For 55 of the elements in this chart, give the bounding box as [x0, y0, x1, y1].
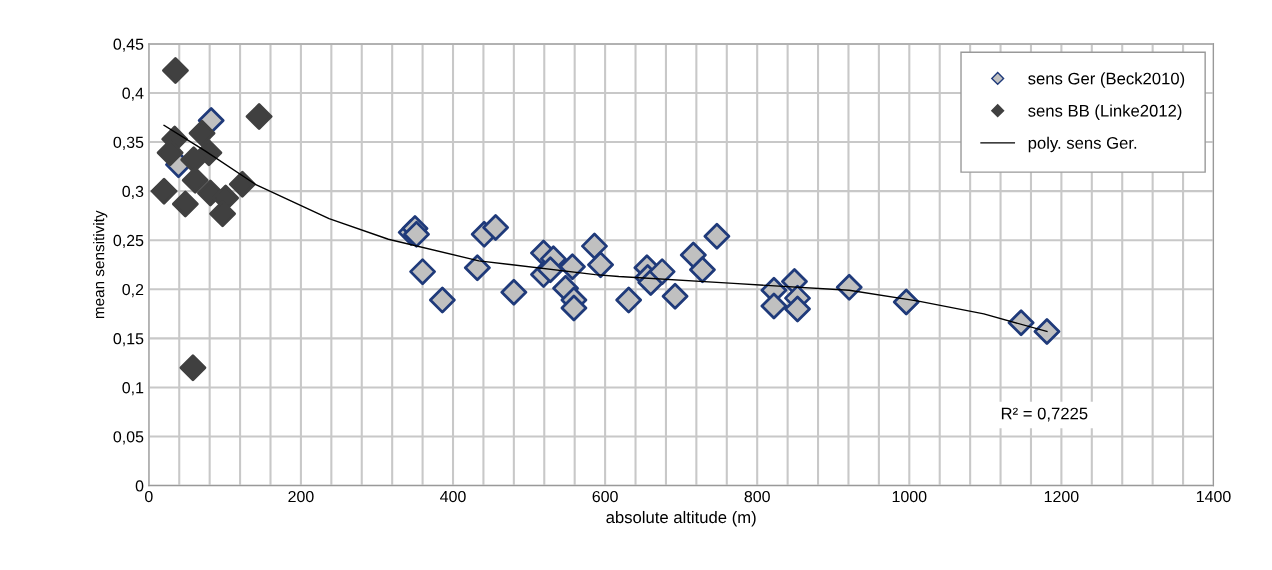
y-tick-label: 0,3	[122, 185, 144, 199]
x-tick-label: 200	[288, 490, 314, 503]
point	[689, 256, 716, 284]
point	[482, 214, 510, 241]
y-tick-label: 0,15	[113, 333, 144, 347]
point	[188, 119, 216, 147]
point	[403, 220, 430, 248]
y-tick-label: 0	[135, 480, 144, 492]
legend-label: poly. sens Ger.	[1028, 136, 1137, 153]
point	[150, 177, 178, 205]
point	[500, 278, 528, 306]
x-tick-label: 1400	[1196, 490, 1231, 503]
y-axis-title: mean sensitivity	[93, 210, 108, 319]
point	[581, 232, 608, 260]
point	[409, 258, 437, 286]
point	[428, 286, 456, 314]
legend-label: sens BB (Linke2012)	[1028, 104, 1182, 120]
x-axis-title: absolute altitude (m)	[606, 510, 756, 527]
x-tick-label: 400	[440, 490, 466, 503]
point	[615, 286, 643, 314]
point	[703, 222, 731, 250]
y-tick-label: 0,2	[122, 283, 144, 298]
x-tick-label: 0	[145, 490, 153, 503]
annotation: R² = 0,7225	[1001, 407, 1088, 422]
point	[587, 251, 614, 279]
point	[179, 354, 207, 382]
y-tick-label: 0,05	[113, 431, 144, 445]
legend-label: sens Ger (Beck2010)	[1028, 72, 1185, 88]
point	[760, 292, 788, 320]
x-tick-label: 1200	[1044, 490, 1079, 503]
point	[171, 190, 199, 218]
x-tick-label: 600	[592, 490, 618, 503]
point	[784, 295, 811, 323]
point	[228, 170, 256, 198]
point	[648, 258, 676, 286]
y-tick-label: 0,25	[113, 234, 144, 249]
x-tick-label: 800	[744, 490, 770, 503]
point	[892, 288, 920, 316]
point	[661, 282, 689, 310]
point	[181, 166, 209, 194]
y-tick-label: 0,35	[113, 136, 144, 150]
x-tick-label: 1000	[892, 490, 927, 503]
point	[180, 146, 208, 174]
y-tick-label: 0,4	[122, 87, 144, 101]
y-tick-label: 0,45	[113, 38, 144, 52]
point	[835, 273, 863, 301]
point	[560, 294, 588, 322]
point	[245, 103, 273, 130]
point	[558, 253, 586, 281]
point	[1007, 309, 1035, 337]
point	[1033, 318, 1061, 345]
point	[162, 56, 189, 84]
point	[463, 254, 491, 282]
y-tick-label: 0,1	[122, 382, 144, 396]
point	[679, 241, 707, 269]
